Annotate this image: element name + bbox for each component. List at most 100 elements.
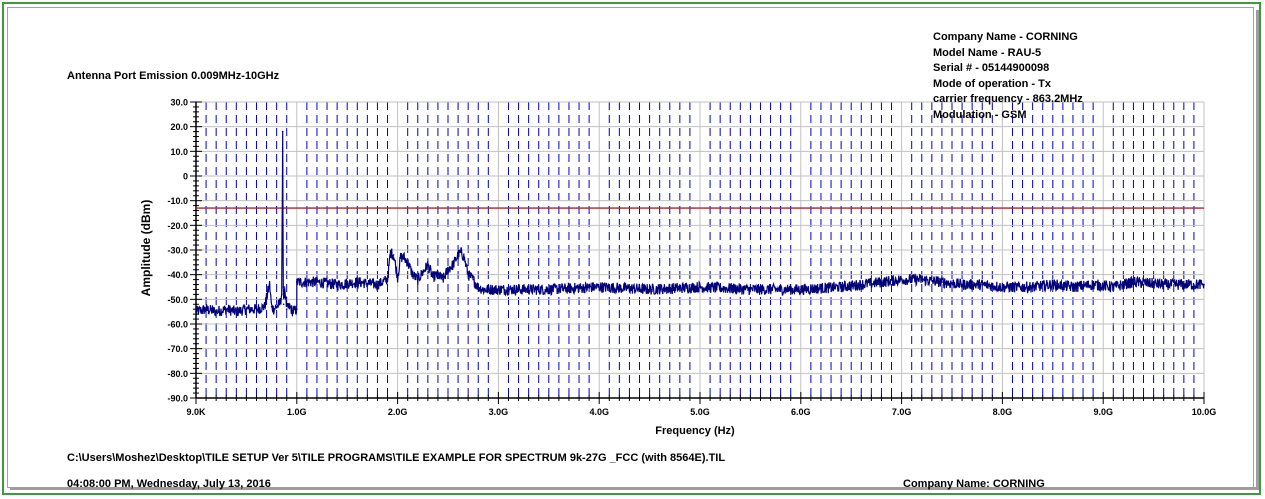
trace-point (282, 224, 284, 227)
trace-point (215, 310, 217, 313)
trace-point (282, 303, 285, 306)
trace-point (699, 286, 701, 288)
trace-point (376, 283, 379, 286)
trace-point (1001, 286, 1004, 288)
spectrum-trace (195, 131, 1205, 317)
trace-point (291, 310, 294, 313)
y-tick-label: -70.0 (167, 344, 188, 354)
trace-point (880, 281, 883, 283)
trace-point (278, 303, 281, 306)
x-tick-label: 4.0G (589, 407, 609, 417)
x-axis-label: Frequency (Hz) (655, 425, 735, 437)
trace-point (800, 288, 802, 291)
info-company: Company Name - CORNING (933, 31, 1078, 43)
trace-point (205, 308, 207, 311)
trace-point (263, 305, 266, 308)
trace-point (1162, 283, 1165, 286)
trace-point (399, 256, 402, 259)
trace-point (941, 281, 943, 283)
trace-point (1132, 281, 1135, 283)
trace-point (1031, 286, 1034, 288)
trace-point (920, 278, 923, 281)
trace-point (981, 283, 984, 286)
x-tick-label: 3.0G (489, 407, 509, 417)
trace-point (389, 251, 392, 254)
x-tick-label: 2.0G (388, 407, 408, 417)
y-tick-label: -40.0 (167, 270, 188, 280)
chart-title: Antenna Port Emission 0.009MHz-10GHz (67, 70, 280, 82)
trace-point (281, 130, 284, 133)
trace-point (900, 278, 903, 281)
y-tick-label: -50.0 (167, 295, 188, 305)
trace-point (749, 288, 752, 291)
trace-point (467, 273, 469, 276)
trace-point (1183, 283, 1185, 286)
y-tick-label: -20.0 (167, 221, 188, 231)
trace-point (598, 286, 600, 288)
footer-company: Company Name: CORNING (903, 478, 1045, 490)
trace-point (296, 281, 298, 283)
x-tick-label: 1.0G (287, 407, 307, 417)
trace-point (840, 286, 842, 288)
trace-point (437, 273, 439, 276)
info-mode: Mode of operation - Tx (933, 77, 1051, 90)
trace-point (1203, 283, 1205, 286)
trace-point (283, 286, 286, 288)
trace-point (336, 283, 338, 286)
trace-point (427, 264, 429, 266)
y-tick-label: -90.0 (167, 394, 188, 404)
trace-point (432, 276, 434, 278)
x-tick-label: 6.0G (791, 407, 811, 417)
trace-point (280, 293, 283, 296)
trace-point (457, 254, 459, 256)
trace-point (272, 308, 275, 311)
info-serial: Serial # - 05144900098 (933, 62, 1050, 74)
x-tick-label: 8.0G (993, 407, 1013, 417)
x-tick-label: 10.0G (1192, 407, 1217, 417)
trace-point (402, 256, 405, 259)
trace-point (406, 261, 409, 264)
trace-point (1112, 286, 1115, 288)
trace-point (447, 268, 449, 271)
y-tick-label: 20.0 (170, 122, 188, 132)
trace-point (463, 256, 465, 259)
trace-point (268, 283, 271, 286)
x-tick-label: 9.0K (186, 407, 206, 417)
trace-point (396, 276, 399, 278)
trace-point (422, 271, 424, 274)
y-tick-label: 10.0 (170, 147, 188, 157)
trace-point (356, 281, 359, 283)
info-model: Model Name - RAU-5 (933, 46, 1042, 59)
y-tick-label: 0 (183, 172, 188, 182)
trace-point (548, 288, 550, 291)
trace-point (245, 308, 248, 311)
trace-point (497, 288, 500, 291)
y-axis-label: Amplitude (dBm) (139, 200, 153, 297)
x-tick-label: 9.0G (1093, 407, 1113, 417)
timestamp: 04:08:00 PM, Wednesday, July 13, 2016 (67, 478, 271, 490)
info-carrier: carrier frequency - 863.2MHz (933, 93, 1083, 105)
trace-point (961, 283, 963, 286)
trace-point (477, 286, 480, 288)
trace-point (282, 286, 285, 288)
trace-point (195, 310, 197, 313)
x-tick-label: 5.0G (690, 407, 710, 417)
trace-point (270, 305, 273, 308)
trace-point (482, 288, 485, 291)
trace-point (235, 310, 238, 313)
x-tick-label: 7.0G (892, 407, 912, 417)
trace-point (316, 281, 318, 283)
trace-point (411, 273, 414, 276)
trace-point (472, 278, 475, 281)
trace-point (296, 308, 298, 311)
y-tick-label: -30.0 (167, 246, 188, 256)
y-tick-label: 30.0 (170, 98, 188, 108)
trace-point (442, 278, 444, 281)
trace-point (275, 305, 278, 308)
trace-point (288, 305, 291, 308)
trace-point (460, 251, 462, 254)
frame-shadow-bottom (10, 487, 1259, 490)
trace-point (285, 308, 288, 311)
